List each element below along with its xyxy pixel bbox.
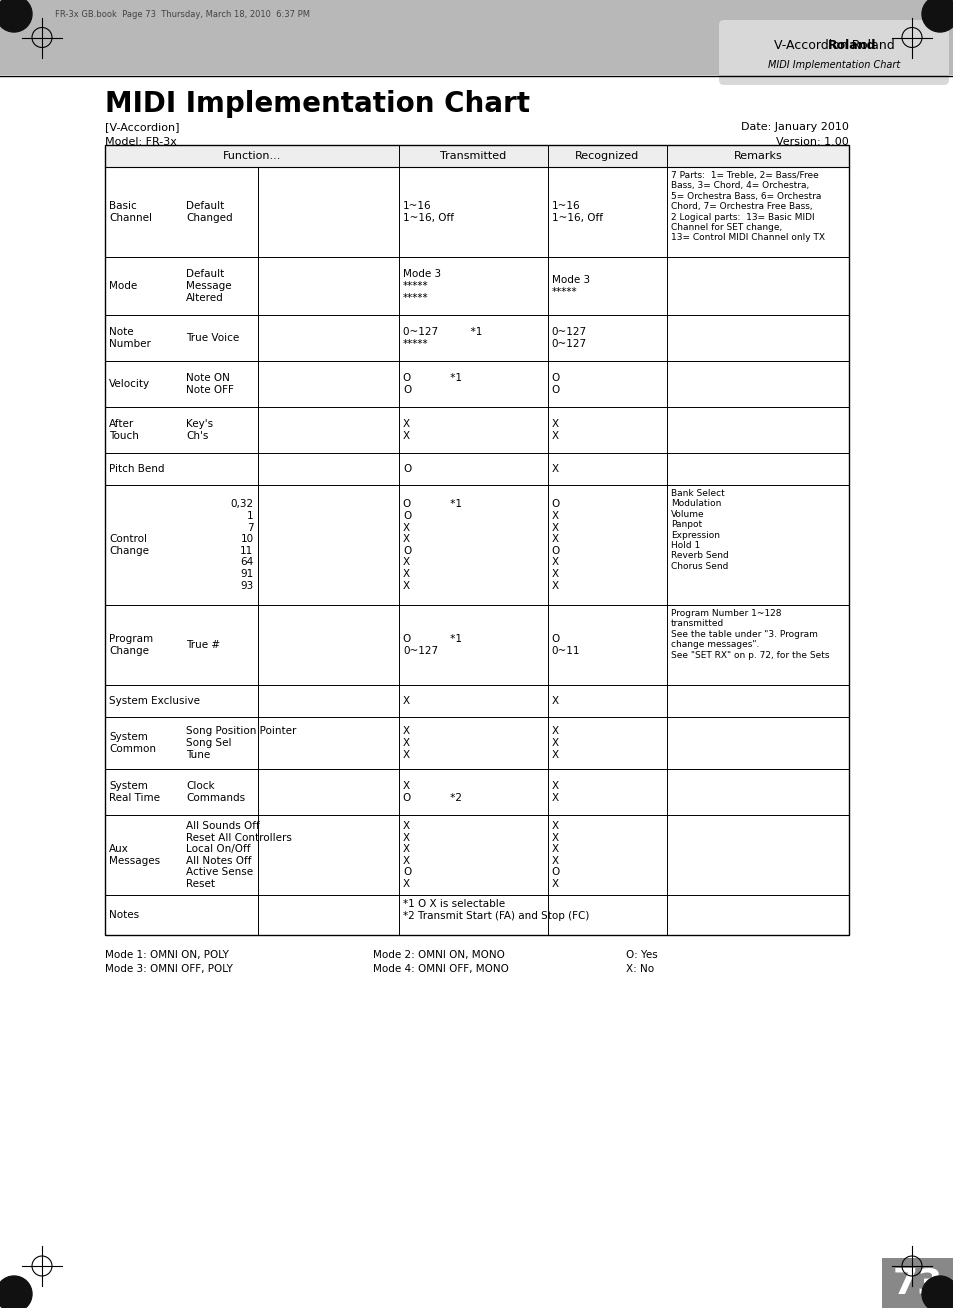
Text: Song Position Pointer
Song Sel
Tune: Song Position Pointer Song Sel Tune (186, 726, 296, 760)
Text: 73: 73 (892, 1266, 943, 1300)
Text: 1~16
1~16, Off: 1~16 1~16, Off (551, 201, 602, 222)
Text: O            *1
O
X
X
O
X
X
X: O *1 O X X O X X X (402, 500, 461, 591)
Text: Pitch Bend: Pitch Bend (109, 464, 164, 473)
Text: X: No: X: No (625, 964, 653, 974)
Text: Aux
Messages: Aux Messages (109, 844, 160, 866)
Text: Note
Number: Note Number (109, 327, 151, 349)
Bar (882, 1258, 953, 1308)
Text: O: O (402, 464, 411, 473)
Circle shape (0, 0, 32, 31)
Text: X: X (402, 696, 410, 706)
Text: Mode 3: OMNI OFF, POLY: Mode 3: OMNI OFF, POLY (105, 964, 233, 974)
Text: True Voice: True Voice (186, 334, 239, 343)
Circle shape (0, 1277, 32, 1308)
Text: After
Touch: After Touch (109, 419, 139, 441)
Text: X
X: X X (551, 781, 558, 803)
Text: O: Yes: O: Yes (625, 950, 657, 960)
Text: Key's
Ch's: Key's Ch's (186, 419, 213, 441)
Text: Model: FR-3x: Model: FR-3x (105, 137, 176, 146)
Text: MIDI Implementation Chart: MIDI Implementation Chart (105, 90, 530, 118)
Text: Mode 4: OMNI OFF, MONO: Mode 4: OMNI OFF, MONO (373, 964, 508, 974)
FancyBboxPatch shape (719, 20, 948, 85)
Text: X
X: X X (551, 419, 558, 441)
Text: X: X (551, 696, 558, 706)
Text: Mode: Mode (109, 281, 137, 290)
Text: V-Accordion Roland: V-Accordion Roland (773, 39, 893, 52)
Text: Version: 1.00: Version: 1.00 (776, 137, 848, 146)
Text: *1 O X is selectable
*2 Transmit Start (FA) and Stop (FC): *1 O X is selectable *2 Transmit Start (… (402, 899, 589, 921)
Text: Control
Change: Control Change (109, 534, 149, 556)
Text: 0~127
0~127: 0~127 0~127 (551, 327, 586, 349)
Text: MIDI Implementation Chart: MIDI Implementation Chart (767, 60, 900, 69)
Bar (105, 145, 848, 935)
Text: Notes: Notes (109, 910, 139, 920)
Text: [V-Accordion]: [V-Accordion] (105, 122, 179, 132)
Text: O            *1
O: O *1 O (402, 373, 461, 395)
Text: True #: True # (186, 640, 220, 650)
Text: X
X
X: X X X (402, 726, 410, 760)
Text: All Sounds Off
Reset All Controllers
Local On/Off
All Notes Off
Active Sense
Res: All Sounds Off Reset All Controllers Loc… (186, 821, 292, 889)
Text: Recognized: Recognized (575, 150, 639, 161)
Text: Mode 3
*****
*****: Mode 3 ***** ***** (402, 269, 440, 302)
Text: System
Real Time: System Real Time (109, 781, 160, 803)
Text: Note ON
Note OFF: Note ON Note OFF (186, 373, 233, 395)
Bar (105, 145, 848, 167)
Circle shape (921, 1277, 953, 1308)
Circle shape (921, 0, 953, 31)
Text: O            *1
0~127: O *1 0~127 (402, 634, 461, 655)
Text: Program
Change: Program Change (109, 634, 153, 655)
Text: X
X
X
X
O
X: X X X X O X (402, 821, 411, 889)
Text: O
0~11: O 0~11 (551, 634, 579, 655)
Text: Basic
Channel: Basic Channel (109, 201, 152, 222)
Text: 1~16
1~16, Off: 1~16 1~16, Off (402, 201, 454, 222)
Text: Remarks: Remarks (733, 150, 781, 161)
Text: Bank Select
Modulation
Volume
Panpot
Expression
Hold 1
Reverb Send
Chorus Send: Bank Select Modulation Volume Panpot Exp… (670, 489, 728, 570)
Text: Clock
Commands: Clock Commands (186, 781, 245, 803)
Text: X
O            *2: X O *2 (402, 781, 461, 803)
Text: Mode 1: OMNI ON, POLY: Mode 1: OMNI ON, POLY (105, 950, 229, 960)
Text: System
Common: System Common (109, 732, 156, 753)
Text: Velocity: Velocity (109, 379, 150, 388)
Text: Mode 3
*****: Mode 3 ***** (551, 275, 589, 297)
Text: Transmitted: Transmitted (439, 150, 506, 161)
Text: Mode 2: OMNI ON, MONO: Mode 2: OMNI ON, MONO (373, 950, 504, 960)
Text: X
X: X X (402, 419, 410, 441)
Text: Default
Changed: Default Changed (186, 201, 233, 222)
Text: FR-3x GB.book  Page 73  Thursday, March 18, 2010  6:37 PM: FR-3x GB.book Page 73 Thursday, March 18… (55, 10, 310, 20)
Text: X
X
X: X X X (551, 726, 558, 760)
Text: System Exclusive: System Exclusive (109, 696, 200, 706)
Text: X: X (551, 464, 558, 473)
Text: Program Number 1~128
transmitted
See the table under "3. Program
change messages: Program Number 1~128 transmitted See the… (670, 610, 828, 659)
Text: O
X
X
X
O
X
X
X: O X X X O X X X (551, 500, 559, 591)
Text: Default
Message
Altered: Default Message Altered (186, 269, 232, 302)
Text: Date: January 2010: Date: January 2010 (740, 122, 848, 132)
Text: O
O: O O (551, 373, 559, 395)
Bar (0, 0, 953, 75)
Text: Roland: Roland (827, 39, 876, 52)
Text: 0~127          *1
*****: 0~127 *1 ***** (402, 327, 482, 349)
Text: X
X
X
X
O
X: X X X X O X (551, 821, 559, 889)
Text: 0,32
1
7
10
11
64
91
93: 0,32 1 7 10 11 64 91 93 (231, 500, 253, 591)
Text: 7 Parts:  1= Treble, 2= Bass/Free
Bass, 3= Chord, 4= Orchestra,
5= Orchestra Bas: 7 Parts: 1= Treble, 2= Bass/Free Bass, 3… (670, 171, 823, 242)
Text: Function...: Function... (222, 150, 281, 161)
